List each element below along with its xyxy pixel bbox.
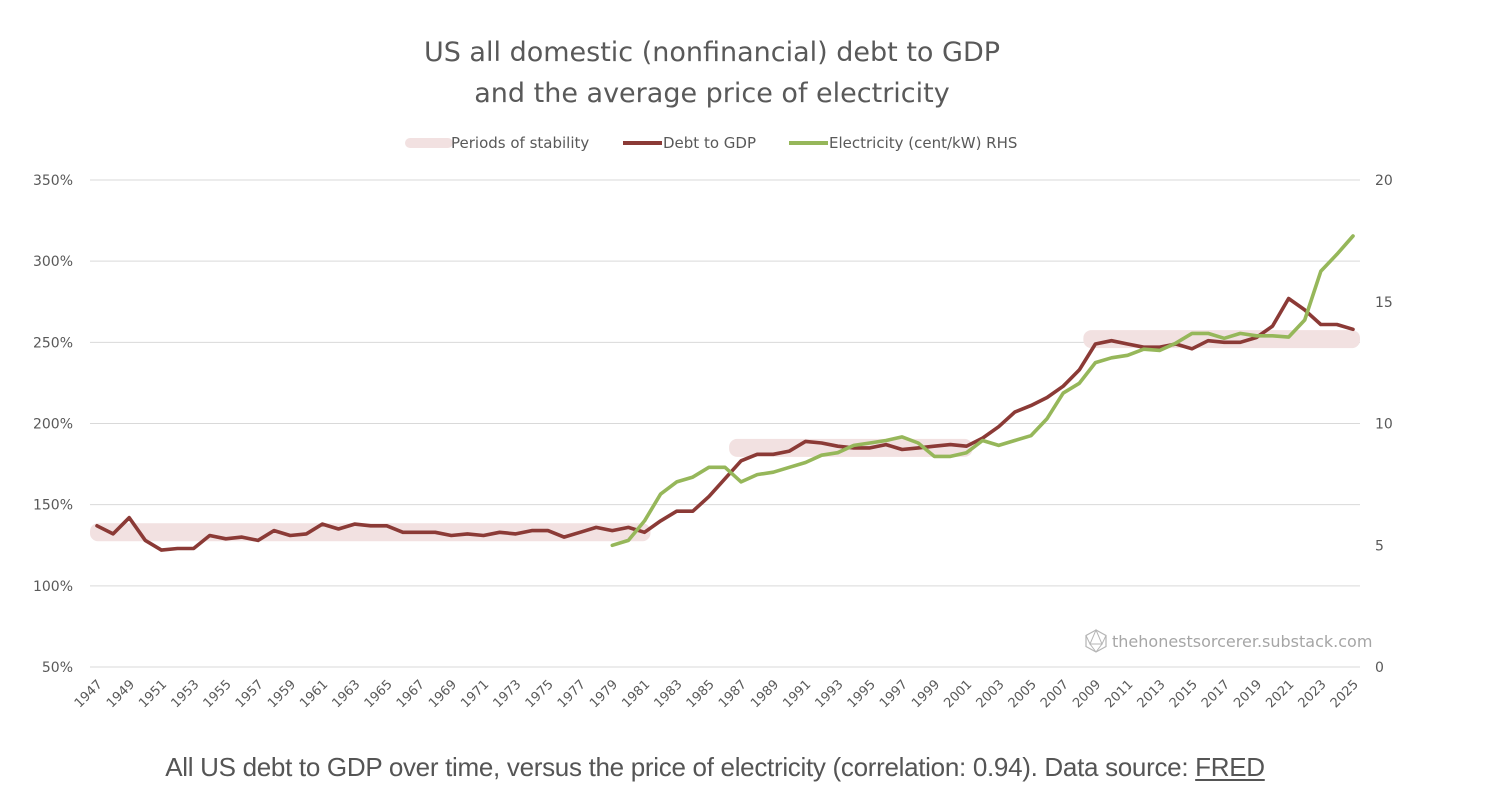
legend-label-electricity: Electricity (cent/kW) RHS xyxy=(829,134,1017,152)
x-axis: 1947194919511953195519571959196119631965… xyxy=(72,677,1362,711)
x-tick-label: 1969 xyxy=(426,677,460,711)
y-left-tick-label: 250% xyxy=(33,335,73,351)
series-electricity xyxy=(610,234,1355,548)
gridlines xyxy=(90,179,1360,668)
x-tick-label: 1983 xyxy=(652,677,686,711)
y-right-tick-label: 15 xyxy=(1375,295,1393,311)
y-axis-right: 0 5 10 15 20 xyxy=(1375,173,1393,676)
x-tick-label: 1967 xyxy=(394,677,428,711)
watermark: thehonestsorcerer.substack.com xyxy=(1085,628,1372,653)
figure-caption: All US debt to GDP over time, versus the… xyxy=(0,752,1430,783)
x-tick-label: 2005 xyxy=(1006,677,1040,711)
x-tick-label: 1985 xyxy=(684,677,718,711)
chart: US all domestic (nonfinancial) debt to G… xyxy=(33,37,1393,711)
x-tick-label: 2015 xyxy=(1167,677,1201,711)
y-left-tick-label: 300% xyxy=(33,254,73,270)
x-tick-label: 1953 xyxy=(168,677,202,711)
chart-title-line-2: and the average price of electricity xyxy=(474,78,949,109)
legend-label-debt: Debt to GDP xyxy=(663,134,756,152)
x-tick-label: 1987 xyxy=(716,677,750,711)
y-left-tick-label: 100% xyxy=(33,579,73,595)
legend-item-stability[interactable]: Periods of stability xyxy=(405,134,589,152)
x-tick-label: 1979 xyxy=(587,677,621,711)
chart-title: US all domestic (nonfinancial) debt to G… xyxy=(424,37,1000,109)
x-tick-label: 1995 xyxy=(845,677,879,711)
x-tick-label: 2017 xyxy=(1199,677,1233,711)
x-tick-label: 1963 xyxy=(329,677,363,711)
stability-bands xyxy=(90,330,1360,542)
watermark-text: thehonestsorcerer.substack.com xyxy=(1112,632,1372,651)
x-tick-label: 2023 xyxy=(1296,677,1330,711)
x-tick-label: 1955 xyxy=(201,677,235,711)
x-tick-label: 1965 xyxy=(362,677,396,711)
y-axis-left: 50% 100% 150% 200% 250% 300% 350% xyxy=(33,173,73,676)
legend-item-debt[interactable]: Debt to GDP xyxy=(623,134,756,152)
series-line xyxy=(610,234,1355,548)
x-tick-label: 1949 xyxy=(104,677,138,711)
y-left-tick-label: 50% xyxy=(42,660,73,676)
x-tick-label: 2019 xyxy=(1231,677,1265,711)
y-right-tick-label: 5 xyxy=(1375,538,1384,554)
x-tick-label: 1957 xyxy=(233,677,267,711)
fred-link[interactable]: FRED xyxy=(1195,752,1265,782)
x-tick-label: 2009 xyxy=(1070,677,1104,711)
x-tick-label: 1991 xyxy=(780,677,814,711)
y-right-tick-label: 20 xyxy=(1375,173,1393,189)
x-tick-label: 1993 xyxy=(813,677,847,711)
x-tick-label: 1975 xyxy=(523,677,557,711)
x-tick-label: 1951 xyxy=(136,677,170,711)
x-tick-label: 2025 xyxy=(1328,677,1362,711)
series-debt-to-gdp xyxy=(95,296,1355,552)
icosahedron-icon xyxy=(1085,628,1107,653)
legend-label-stability: Periods of stability xyxy=(451,134,589,152)
x-tick-label: 2007 xyxy=(1038,677,1072,711)
x-tick-label: 1989 xyxy=(748,677,782,711)
x-tick-label: 1971 xyxy=(458,677,492,711)
x-tick-label: 2011 xyxy=(1102,677,1136,711)
x-tick-label: 1999 xyxy=(909,677,943,711)
y-left-tick-label: 200% xyxy=(33,417,73,433)
x-tick-label: 1973 xyxy=(490,677,524,711)
series-line xyxy=(95,296,1355,552)
y-left-tick-label: 350% xyxy=(33,173,73,189)
x-tick-label: 1997 xyxy=(877,677,911,711)
x-tick-label: 2021 xyxy=(1263,677,1297,711)
y-right-tick-label: 0 xyxy=(1375,660,1384,676)
x-tick-label: 1947 xyxy=(72,677,106,711)
y-right-tick-label: 10 xyxy=(1375,417,1393,433)
x-tick-label: 2013 xyxy=(1135,677,1169,711)
y-left-tick-label: 150% xyxy=(33,498,73,514)
chart-title-line-1: US all domestic (nonfinancial) debt to G… xyxy=(424,37,1000,68)
x-tick-label: 1959 xyxy=(265,677,299,711)
x-tick-label: 1961 xyxy=(297,677,331,711)
caption-text: All US debt to GDP over time, versus the… xyxy=(165,752,1196,782)
x-tick-label: 1977 xyxy=(555,677,589,711)
x-tick-label: 2001 xyxy=(941,677,975,711)
legend-item-electricity[interactable]: Electricity (cent/kW) RHS xyxy=(789,134,1017,152)
x-tick-label: 2003 xyxy=(974,677,1008,711)
legend: Periods of stability Debt to GDP Electri… xyxy=(405,134,1017,152)
x-tick-label: 1981 xyxy=(619,677,653,711)
